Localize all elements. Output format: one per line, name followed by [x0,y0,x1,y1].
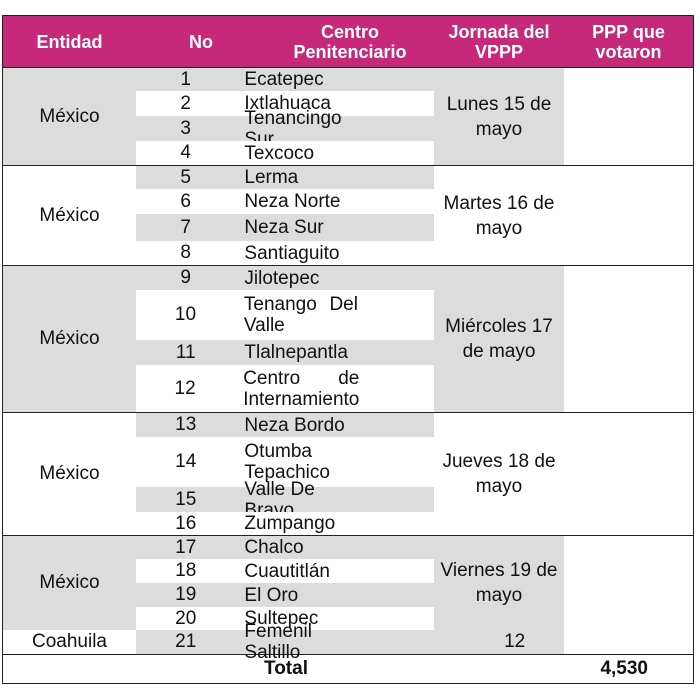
entidad-cell: México [3,266,136,412]
row-no: 20 [175,607,197,629]
row-no: 7 [180,216,191,238]
row-centro: Ecatepec [244,69,324,90]
row-no: 3 [180,117,191,139]
voting-table: Entidad No Centro Penitenciario Jornada … [2,15,694,684]
row-centro: Chalco [244,537,304,558]
row-centro: Santiaguito [244,242,340,264]
row-no: 19 [175,584,197,605]
jornada-cell: Viernes 19 de mayo [434,536,564,630]
row-centro: Neza Norte [244,191,341,212]
row-centro: El Oro [244,584,299,606]
row-no: 17 [175,536,197,558]
entidad-cell: México [3,68,136,165]
header-ppp: PPP que votaron [592,21,665,62]
row-no: 12 [174,377,196,399]
header-centro: Centro Penitenciario [293,21,407,62]
row-no: 15 [175,488,197,510]
row-no: 6 [180,190,191,212]
row-no: 4 [180,142,191,163]
total-value: 4,530 [600,658,648,679]
row-no: 2 [180,92,191,114]
jornada-cell: Lunes 15 de mayo [434,68,564,165]
row-centro: Ixtlahuaca [244,93,332,114]
entidad-cell-coahuila: Coahuila [3,630,136,654]
entidad-cell: México [3,166,136,265]
row-centro: Centro de Internamiento [243,367,360,410]
row-no: 10 [174,304,197,325]
row-no: 13 [175,414,197,435]
row-ppp: 12 [504,631,526,652]
row-centro: Tlalnepantla [244,342,348,363]
row-no: 1 [180,68,191,90]
total-label: Total [264,658,308,679]
row-centro: Neza Bordo [244,414,345,436]
row-centro: Otumba Tepachico [244,441,330,483]
row-no: 16 [175,512,197,534]
row-centro: Neza Sur [244,217,324,238]
header-jornada: Jornada del VPPP [448,21,550,62]
block-viernes: México Coahuila 17Chalco435 18Cuautitlán… [3,536,693,663]
header-no: No [189,31,213,52]
row-no: 11 [175,341,196,363]
row-centro: Femenil Saltillo [244,621,312,663]
entidad-cell: México [3,413,136,535]
total-row: Total 4,530 [3,655,693,683]
table-header: Entidad No Centro Penitenciario Jornada … [3,16,693,68]
row-centro: Jilotepec [244,267,320,289]
row-no: 18 [175,560,197,581]
jornada-cell: Martes 16 de mayo [434,166,564,265]
header-entidad: Entidad [36,31,103,52]
row-centro: Sultepec [244,608,319,629]
entidad-cell: México [3,536,136,630]
row-centro: Lerma [244,167,299,188]
row-centro: Zumpango [244,513,336,534]
row-centro: Tenango Del Valle [243,294,358,336]
row-no: 8 [180,242,191,263]
jornada-cell: Jueves 18 de mayo [434,413,564,535]
row-no: 21 [175,631,197,652]
block-lunes: México 1Ecatepec610 2Ixtlahuaca55 3Tenan… [3,68,693,166]
row-no: 14 [175,451,197,472]
row-centro: Valle De Bravo [244,478,315,521]
row-centro: Tenancingo Sur [244,107,342,150]
row-centro: Texcoco [244,142,315,164]
row-centro: Cuautitlán [244,560,330,582]
row-no: 5 [180,166,191,188]
table-row: 21 Femenil Saltillo 12 [136,621,564,663]
row-no: 9 [180,267,191,288]
jornada-cell: Miércoles 17 de mayo [434,266,564,412]
